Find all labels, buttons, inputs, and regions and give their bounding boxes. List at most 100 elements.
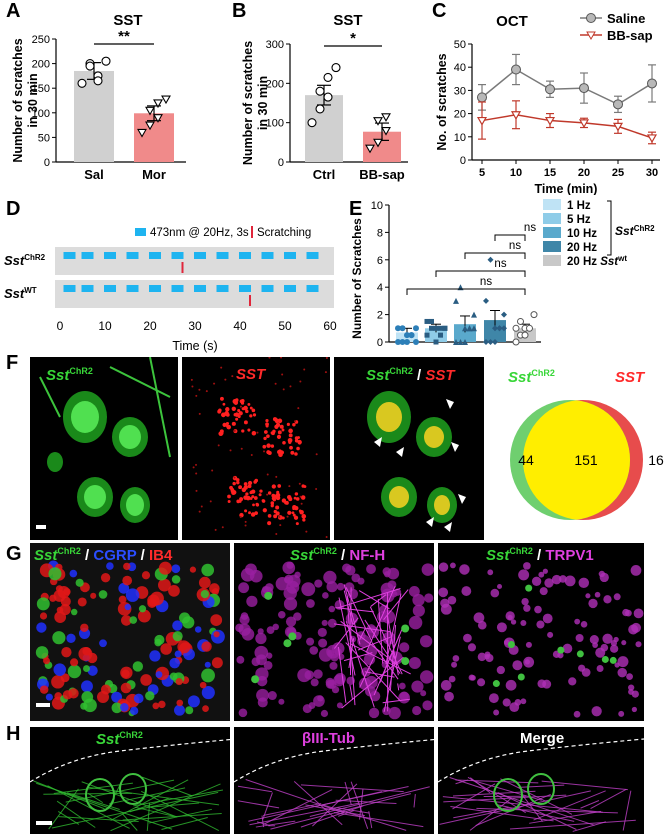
cell [599, 572, 609, 583]
cell [61, 647, 72, 658]
rna-dot [324, 371, 327, 374]
cell [100, 573, 111, 583]
data-point [471, 311, 477, 318]
rna-dot [275, 475, 278, 478]
cell [90, 592, 97, 599]
rna-dot [325, 536, 328, 539]
cell [617, 656, 629, 668]
cell [267, 691, 277, 701]
rna-dot [277, 430, 282, 435]
significance-bracket [406, 288, 526, 295]
legend-label: Saline [607, 11, 645, 26]
cell [382, 567, 391, 576]
rna-dot [266, 473, 269, 476]
cell [380, 582, 394, 596]
nerve-fiber [263, 789, 333, 825]
nerve-fiber [541, 780, 628, 791]
rna-dot [227, 500, 231, 504]
y-tick-label: 4 [377, 282, 383, 294]
data-point [512, 338, 520, 346]
rna-dot [247, 402, 251, 406]
rna-dot [288, 485, 291, 488]
stim-pulse [63, 252, 76, 259]
label-part: / [80, 547, 94, 564]
cell [412, 705, 422, 716]
rna-dot [284, 500, 288, 505]
rna-dot [191, 385, 194, 388]
cell [77, 597, 87, 607]
cell [154, 634, 165, 646]
cell [82, 647, 91, 656]
rna-dot [288, 433, 293, 438]
y-tick-label: 200 [32, 59, 50, 71]
cell [557, 646, 565, 654]
cell [168, 585, 180, 597]
chart-title: SST [333, 12, 362, 29]
cell [39, 612, 48, 620]
cell [547, 631, 554, 638]
cell [631, 690, 639, 698]
rna-dot [231, 488, 235, 492]
cell [235, 623, 244, 633]
rna-dot [277, 484, 282, 488]
cell [463, 633, 472, 643]
cell [158, 578, 171, 592]
cell [158, 700, 166, 709]
data-point [501, 311, 507, 318]
data-point [501, 325, 507, 332]
venn-count-sstchr2-only: 44 [518, 452, 534, 468]
nerve-fiber [335, 799, 397, 805]
data-point [433, 325, 439, 331]
x-tick-label: 50 [278, 319, 292, 333]
cell [534, 605, 542, 614]
nerve-fiber [443, 794, 567, 803]
cell [174, 650, 182, 658]
rna-dot [252, 413, 257, 417]
data-point [413, 339, 419, 345]
rna-dot [198, 412, 201, 415]
fiber [343, 590, 354, 625]
fiber [377, 598, 384, 664]
rna-dot [294, 492, 299, 496]
data-point [161, 95, 171, 105]
cell [43, 657, 50, 665]
rna-dot [251, 408, 256, 413]
cell [263, 660, 273, 670]
stim-pulse [216, 252, 229, 259]
cell [45, 693, 53, 701]
rna-dot [262, 508, 267, 513]
data-point [453, 339, 459, 345]
cell [266, 626, 275, 634]
venn-label-sst: SST [615, 369, 646, 386]
cell [100, 684, 111, 695]
rna-dot [254, 478, 259, 483]
rna-dot [296, 446, 300, 451]
legend-scratch-swatch [251, 226, 253, 238]
fiber [337, 646, 347, 703]
rna-dot [281, 428, 285, 432]
cell [510, 619, 517, 625]
rna-dot [272, 498, 277, 502]
cell [155, 671, 163, 679]
cell [504, 639, 510, 645]
fiber [341, 656, 404, 709]
chart-d-raster: 473nm @ 20Hz, 3s Scratching SstChR2 SstWT 0 1… [4, 226, 337, 353]
label-part: / [532, 547, 546, 564]
data-point [492, 325, 498, 332]
x-tick-label: 0 [57, 319, 64, 333]
nerve-fiber [450, 806, 554, 822]
cell [408, 657, 421, 670]
rna-dot [217, 409, 222, 414]
label-part: IB4 [148, 547, 173, 564]
cell [152, 702, 160, 710]
cell [257, 628, 264, 635]
rna-dot [231, 421, 236, 426]
micrograph-g-cgrp-ib4 [30, 543, 230, 721]
rna-dot [250, 512, 256, 517]
cell [542, 568, 548, 574]
nerve-fiber [344, 781, 352, 805]
cell [536, 620, 545, 629]
rna-dot [243, 377, 246, 380]
rna-dot [274, 417, 278, 421]
cell [622, 608, 630, 617]
